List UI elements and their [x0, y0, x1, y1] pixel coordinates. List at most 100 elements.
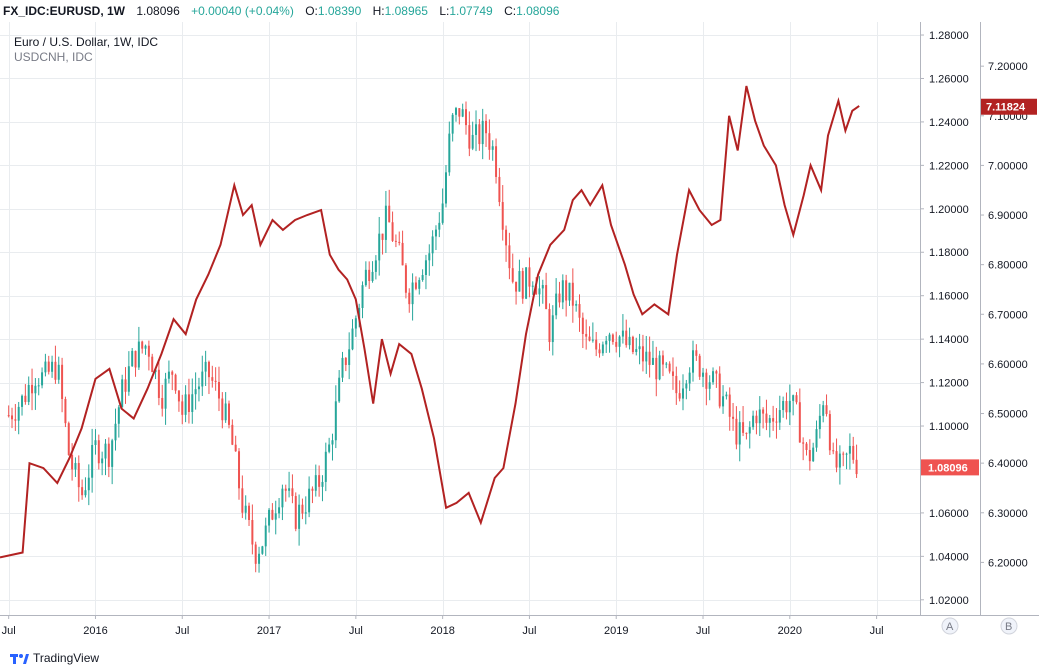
- candle-body: [688, 372, 691, 384]
- candle-body: [77, 463, 80, 488]
- candle-body: [97, 440, 100, 464]
- candle-body: [311, 488, 314, 491]
- candle-body: [638, 346, 641, 350]
- candle-body: [745, 432, 748, 434]
- scale-a-button[interactable]: A: [941, 617, 959, 635]
- scale-b-tick: 6.70000: [988, 309, 1028, 321]
- candle-body: [141, 341, 144, 349]
- tradingview-brand[interactable]: TradingView: [33, 651, 100, 665]
- candle-body: [765, 413, 768, 423]
- candle-body: [424, 260, 427, 275]
- candle-body: [334, 401, 337, 441]
- candle-body: [344, 357, 347, 365]
- candle-body: [384, 205, 387, 240]
- candle-body: [732, 416, 735, 419]
- candle-body: [475, 124, 478, 135]
- candle-body: [541, 285, 544, 289]
- candle-body: [805, 443, 808, 450]
- low-label: L:: [439, 4, 450, 18]
- time-axis-border: [0, 615, 1039, 616]
- candle-body: [67, 423, 70, 455]
- candle-body: [615, 341, 618, 347]
- candle-body: [211, 377, 214, 381]
- time-tick-label: Jul: [696, 625, 710, 637]
- candle-body: [114, 423, 117, 441]
- candle-body: [197, 386, 200, 390]
- scale-b-tick: 6.80000: [988, 260, 1028, 272]
- candle-body: [591, 339, 594, 341]
- time-tick-label: 2018: [430, 625, 454, 637]
- candle-body: [121, 379, 124, 408]
- candle-body: [194, 389, 197, 395]
- svg-text:A: A: [946, 621, 954, 633]
- price-chart[interactable]: 1.28000 1.26000 1.24000 1.22000 1.20000 1.180…: [0, 0, 1039, 648]
- candle-body: [224, 403, 227, 421]
- candle-body: [61, 364, 64, 400]
- candle-body: [792, 395, 795, 401]
- candle-body: [538, 288, 541, 295]
- candle-body: [34, 385, 37, 394]
- open-label: O:: [305, 4, 318, 18]
- candle-body: [661, 355, 664, 365]
- candle-body: [838, 453, 841, 468]
- candle-body: [742, 422, 745, 433]
- candle-body: [214, 380, 217, 383]
- candle-body: [852, 445, 855, 460]
- candle-body: [675, 375, 678, 394]
- candle-body: [598, 349, 601, 354]
- candle-body: [444, 172, 447, 204]
- candle-body: [261, 546, 264, 554]
- candle-body: [251, 520, 254, 545]
- candle-body: [258, 553, 261, 564]
- time-tick-label: Jul: [2, 625, 16, 637]
- candle-body: [488, 133, 491, 150]
- high-value: 1.08965: [384, 4, 428, 18]
- time-tick-label: 2019: [604, 625, 628, 637]
- scale-b-tick: 7.20000: [988, 61, 1028, 73]
- chart-grid: [0, 22, 920, 615]
- scale-b-button[interactable]: B: [1000, 617, 1018, 635]
- time-tick-label: Jul: [870, 625, 884, 637]
- candle-body: [491, 146, 494, 150]
- candle-body: [798, 402, 801, 443]
- candle-body: [394, 240, 397, 242]
- candle-body: [318, 475, 321, 487]
- candle-body: [294, 496, 297, 529]
- scale-b-tick: 7.00000: [988, 160, 1028, 172]
- candle-body: [91, 444, 94, 478]
- candle-body: [728, 394, 731, 417]
- time-tick-label: 2017: [257, 625, 281, 637]
- time-tick-label: 2020: [778, 625, 802, 637]
- candle-body: [668, 363, 671, 372]
- candle-body: [441, 203, 444, 223]
- price-scale-b[interactable]: 7.200007.100007.000006.900006.800006.700…: [980, 61, 1028, 569]
- candle-body: [855, 459, 858, 475]
- candle-body: [374, 260, 377, 272]
- candle-body: [685, 383, 688, 389]
- candle-body: [274, 513, 277, 520]
- time-axis[interactable]: Jul 2016 Jul 2017 Jul 2018 Jul 2019 Jul 2020 Jul: [2, 615, 884, 637]
- usdcnh-last-badge: 7.11824: [981, 98, 1037, 115]
- candle-body: [44, 361, 47, 373]
- price-scale-a[interactable]: 1.28000 1.26000 1.24000 1.22000 1.20000 1.180…: [920, 30, 969, 607]
- candle-body: [388, 205, 391, 223]
- candle-body: [31, 384, 34, 394]
- candle-body: [227, 403, 230, 425]
- candle-body: [551, 315, 554, 343]
- candle-body: [671, 371, 674, 376]
- candle-body: [692, 350, 695, 373]
- candle-body: [271, 509, 274, 520]
- candle-body: [84, 490, 87, 496]
- candle-body: [71, 454, 74, 470]
- candle-body: [217, 382, 220, 399]
- close-value: 1.08096: [516, 4, 560, 18]
- candle-body: [74, 463, 77, 470]
- scale-a-tick: 1.24000: [929, 117, 969, 129]
- scale-a-tick: 1.04000: [929, 551, 969, 563]
- open-value: 1.08390: [317, 4, 362, 18]
- tradingview-logo-icon[interactable]: [10, 652, 30, 666]
- candle-body: [378, 233, 381, 261]
- candle-body: [548, 309, 551, 343]
- candle-body: [625, 330, 628, 346]
- time-tick-label: Jul: [522, 625, 536, 637]
